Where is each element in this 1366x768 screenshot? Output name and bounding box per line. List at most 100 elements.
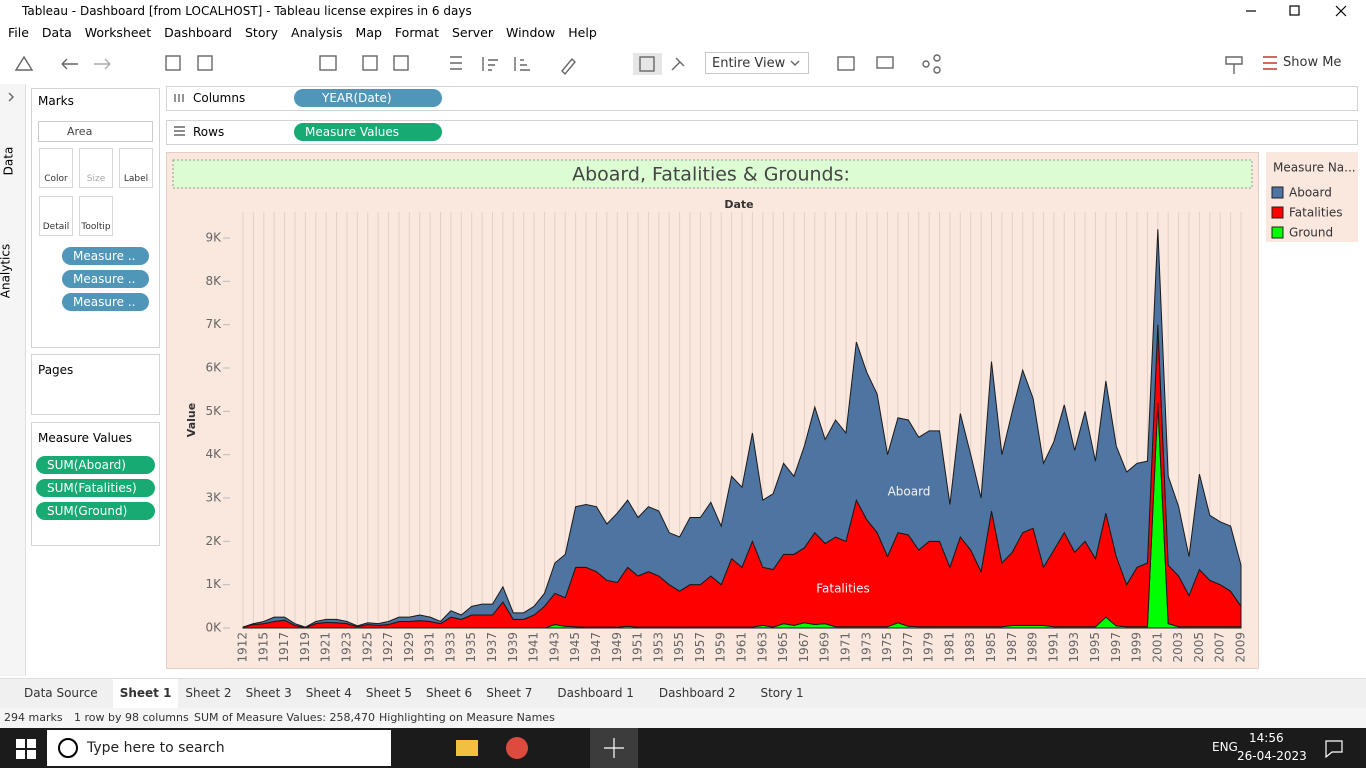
plot <box>242 212 1242 629</box>
menu-item[interactable]: Server <box>451 25 493 40</box>
sheet-tab[interactable]: Sheet 1 <box>112 679 179 708</box>
restore-icon[interactable] <box>1289 5 1300 16</box>
measure-values-card: Measure Values SUM(Aboard) SUM(Fatalities… <box>31 422 160 546</box>
x-tick-label: 1919 <box>298 632 312 663</box>
sheet-tab[interactable]: Sheet 5 <box>365 686 413 700</box>
search-box[interactable]: Type here to search <box>47 730 391 766</box>
redo-icon[interactable] <box>94 58 111 70</box>
duplicate-icon[interactable] <box>362 55 378 71</box>
x-tick-label: 1925 <box>360 632 374 663</box>
x-tick-label: 1977 <box>901 632 915 663</box>
explorer-icon[interactable] <box>456 740 478 756</box>
sheet-tab[interactable]: Data Source <box>24 686 98 700</box>
search-placeholder: Type here to search <box>87 740 225 756</box>
menu-item[interactable]: Analysis <box>291 25 343 40</box>
presentation-icon[interactable] <box>876 56 894 69</box>
mark-pill[interactable]: Measure .. <box>62 247 149 265</box>
expand-icon[interactable] <box>8 92 14 102</box>
x-tick-label: 2005 <box>1192 632 1206 663</box>
new-source-icon[interactable] <box>197 55 213 71</box>
legend-title: Measure Na... <box>1273 161 1356 175</box>
taskbar: Type here to search ENG 14:56 26-04-2023 <box>0 728 1366 768</box>
x-tick-label: 1927 <box>381 632 395 663</box>
new-sheet-icon[interactable] <box>319 55 337 71</box>
mark-button[interactable]: Detail <box>39 196 73 236</box>
mark-pill[interactable]: Measure .. <box>62 270 149 288</box>
clear-icon[interactable] <box>393 55 409 71</box>
menu-item[interactable]: Worksheet <box>84 25 152 40</box>
menu-item[interactable]: Dashboard <box>164 25 232 40</box>
measure-pill[interactable]: SUM(Ground) <box>36 502 155 520</box>
mark-button-label: Label <box>123 174 149 184</box>
x-tick-label: 1912 <box>236 632 250 663</box>
highlight-icon[interactable] <box>561 57 576 76</box>
menu-item[interactable]: Window <box>505 25 556 40</box>
mark-pill[interactable]: Measure .. <box>62 293 149 311</box>
pin-icon[interactable] <box>671 57 685 71</box>
show-me-icon[interactable] <box>1263 56 1277 70</box>
x-tick-label: 1959 <box>714 632 728 663</box>
chrome-icon[interactable] <box>506 737 528 759</box>
y-tick-label: 6K <box>205 361 222 375</box>
view-dropdown[interactable]: Entire View <box>705 52 809 74</box>
x-tick-label: 1947 <box>589 632 603 663</box>
show-me[interactable]: Show Me <box>1283 55 1342 70</box>
x-tick-label: 1949 <box>610 632 624 663</box>
mark-button-label: Detail <box>42 222 70 232</box>
measure-pill[interactable]: SUM(Aboard) <box>36 456 155 474</box>
measure-values-title: Measure Values <box>38 431 133 445</box>
mark-button[interactable]: Color <box>39 148 73 188</box>
x-tick-label: 1939 <box>506 632 520 663</box>
tableau-icon[interactable] <box>604 738 624 758</box>
start-icon[interactable] <box>16 739 36 759</box>
shelf-pill[interactable]: YEAR(Date) <box>294 89 442 107</box>
sheet-tab[interactable]: Sheet 4 <box>305 686 352 700</box>
mark-type-dropdown[interactable]: Area <box>38 121 153 142</box>
cards-icon[interactable] <box>837 56 855 71</box>
sheet-tab[interactable]: Story 1 <box>760 686 804 700</box>
swap-icon[interactable] <box>450 56 462 70</box>
sheet-tab[interactable]: Sheet 7 <box>486 686 533 700</box>
mark-button[interactable]: Size <box>79 148 113 188</box>
x-tick-label: 1951 <box>631 632 645 663</box>
mark-button[interactable]: Tooltip <box>79 196 113 236</box>
x-tick-label: 1961 <box>735 632 749 663</box>
share-icon[interactable] <box>922 60 930 68</box>
x-tick-label: 1971 <box>838 632 852 663</box>
save-icon[interactable] <box>165 55 181 71</box>
sheet-tab[interactable]: Sheet 2 <box>185 686 232 700</box>
menu-item[interactable]: Format <box>394 25 439 40</box>
mark-button[interactable]: Label <box>119 148 153 188</box>
x-tick-label: 1995 <box>1088 632 1102 663</box>
sheet-tab[interactable]: Dashboard 2 <box>658 686 736 700</box>
mark-type: Area <box>67 125 93 138</box>
x-tick-label: 1973 <box>859 632 873 663</box>
home-icon[interactable] <box>14 55 34 71</box>
menu-item[interactable]: Map <box>355 25 382 40</box>
sheet-tab[interactable]: Sheet 3 <box>245 686 292 700</box>
menu-item[interactable]: Data <box>41 25 72 40</box>
menu-item[interactable]: Story <box>244 25 279 40</box>
sheet-tab[interactable]: Dashboard 1 <box>557 686 634 700</box>
undo-icon[interactable] <box>61 58 78 70</box>
close-icon[interactable] <box>1335 5 1347 17</box>
shelf-pill[interactable]: Measure Values <box>294 123 442 141</box>
notification-icon[interactable] <box>1325 740 1343 759</box>
x-tick-label: 1967 <box>797 632 811 663</box>
sort-desc-icon[interactable] <box>514 57 530 71</box>
share-icon[interactable] <box>933 66 941 74</box>
tooltip-icon[interactable] <box>1225 56 1243 74</box>
status-text: SUM of Measure Values: 258,470 <box>194 711 375 724</box>
sort-asc-icon[interactable] <box>482 57 498 71</box>
sheet-tab[interactable]: Sheet 6 <box>426 686 473 700</box>
menu-item[interactable]: File <box>8 25 29 40</box>
pages-card: Pages <box>31 354 160 415</box>
share-icon[interactable] <box>933 54 941 62</box>
menu-item[interactable]: Help <box>568 25 597 40</box>
measure-pill[interactable]: SUM(Fatalities) <box>36 479 155 497</box>
labels-icon[interactable] <box>639 56 655 72</box>
x-tick-label: 1983 <box>963 632 977 663</box>
x-tick-label: 1943 <box>547 632 561 663</box>
shelf-label: Columns <box>193 91 246 105</box>
